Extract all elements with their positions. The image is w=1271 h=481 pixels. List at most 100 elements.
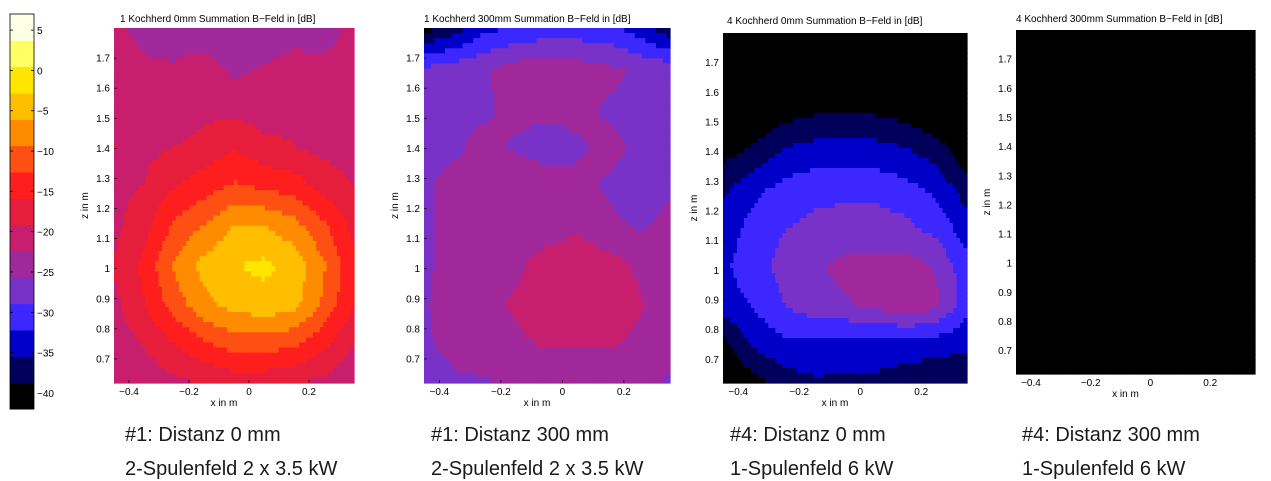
heatmap-cell [114, 139, 119, 146]
heatmap-cell [278, 332, 283, 338]
heatmap-cell [347, 251, 352, 257]
heatmap-cell [264, 347, 269, 354]
heatmap-cell [302, 327, 307, 333]
heatmap-cell [288, 357, 293, 364]
heatmap-cell [343, 124, 348, 131]
heatmap-cell [254, 352, 259, 359]
heatmap-cell [309, 109, 314, 115]
heatmap-cell [223, 159, 228, 166]
heatmap-cell [213, 327, 218, 333]
heatmap-cell [186, 210, 191, 217]
heatmap-cell [227, 317, 232, 323]
heatmap-cell [186, 327, 191, 333]
heatmap-cell [326, 58, 331, 65]
heatmap-cell [275, 352, 280, 359]
heatmap-cell [210, 200, 215, 207]
heatmap-cell [244, 78, 249, 85]
heatmap-cell [114, 144, 119, 151]
heatmap-cell [278, 337, 283, 344]
heatmap-cell [230, 266, 235, 273]
heatmap-cell [179, 276, 184, 283]
heatmap-cell [306, 342, 311, 349]
heatmap-cell [237, 301, 242, 308]
heatmap-cell [124, 159, 129, 166]
heatmap-cell [199, 317, 204, 323]
heatmap-cell [295, 28, 300, 34]
heatmap-cell [292, 210, 297, 217]
heatmap-cell [213, 170, 218, 176]
heatmap-cell [333, 93, 338, 100]
heatmap-cell [141, 377, 146, 384]
heatmap-cell [179, 134, 184, 141]
heatmap-cell [189, 220, 194, 227]
heatmap-cell [251, 195, 256, 202]
heatmap-cell [323, 215, 328, 222]
heatmap-cell [158, 337, 163, 344]
heatmap-cell [330, 124, 335, 131]
heatmap-cell [213, 377, 218, 384]
heatmap-cell [168, 317, 173, 323]
heatmap-cell [312, 104, 317, 110]
heatmap-cell [282, 377, 287, 384]
heatmap-cell [213, 352, 218, 359]
heatmap-cell [175, 256, 180, 262]
heatmap-cell [295, 170, 300, 176]
heatmap-cell [162, 99, 167, 105]
heatmap-cell [237, 78, 242, 85]
heatmap-cell [340, 256, 345, 262]
heatmap-cell [292, 73, 297, 80]
heatmap-cell [179, 159, 184, 166]
heatmap-cell [230, 99, 235, 105]
heatmap-cell [247, 301, 252, 308]
heatmap-cell [120, 327, 125, 333]
heatmap-cell [282, 154, 287, 161]
heatmap-cell [285, 63, 290, 70]
heatmap-cell [206, 256, 211, 262]
heatmap-cell [343, 347, 348, 354]
heatmap-cell [323, 347, 328, 354]
heatmap-cell [199, 33, 204, 39]
heatmap-cell [302, 230, 307, 237]
heatmap-cell [186, 129, 191, 136]
heatmap-cell [114, 256, 119, 262]
heatmap-cell [340, 83, 345, 90]
heatmap-cell [316, 164, 321, 171]
heatmap-cell [168, 347, 173, 354]
heatmap-cell [278, 367, 283, 374]
heatmap-cell [319, 159, 324, 166]
heatmap-cell [114, 210, 119, 217]
heatmap-cell [244, 124, 249, 131]
heatmap-cell [336, 190, 341, 196]
heatmap-cell [292, 33, 297, 39]
heatmap-cell [165, 190, 170, 196]
heatmap-cell [271, 327, 276, 333]
heatmap-cell [148, 83, 153, 90]
heatmap-cell [144, 327, 149, 333]
heatmap-cell [330, 317, 335, 323]
heatmap-cell [168, 306, 173, 313]
heatmap-cell [309, 185, 314, 191]
heatmap-cell [264, 154, 269, 161]
heatmap-cell [254, 149, 259, 156]
heatmap-cell [292, 48, 297, 54]
heatmap-cell [271, 38, 276, 44]
heatmap-cell [210, 139, 215, 146]
heatmap-cell [148, 38, 153, 44]
heatmap-cell [264, 83, 269, 90]
heatmap-cell [326, 48, 331, 54]
heatmap-cell [230, 119, 235, 125]
heatmap-cell [131, 317, 136, 323]
heatmap-cell [343, 377, 348, 384]
heatmap-cell [295, 235, 300, 242]
heatmap-cell [309, 164, 314, 171]
heatmap-cell [210, 124, 215, 131]
heatmap-cell [165, 170, 170, 176]
heatmap-cell [210, 256, 215, 262]
heatmap-cell [199, 28, 204, 34]
heatmap-cell [216, 281, 221, 288]
heatmap-cell [254, 83, 259, 90]
heatmap-cell [340, 210, 345, 217]
heatmap-cell [192, 332, 197, 338]
heatmap-cell [271, 317, 276, 323]
heatmap-cell [326, 362, 331, 369]
